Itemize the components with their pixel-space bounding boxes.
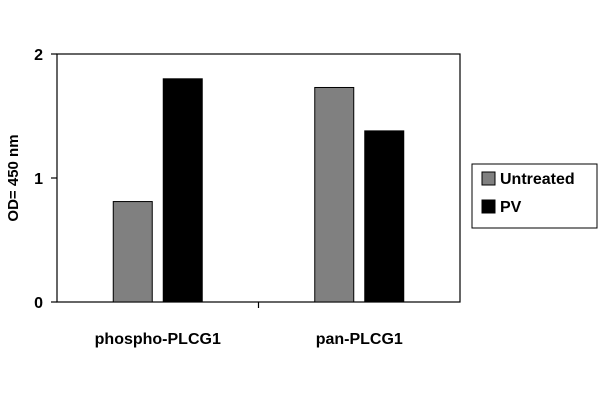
legend-label: PV [500,199,522,216]
x-category-label: phospho-PLCG1 [95,331,221,348]
legend-items: Untreated PV [481,171,575,216]
y-tick-label: 1 [34,171,43,188]
bar-pv [364,130,405,303]
legend-swatch [481,199,496,214]
bars-group [112,78,405,303]
bar-untreated [112,201,153,303]
y-axis-ticks: 0 1 2 [34,47,260,312]
y-tick-label: 2 [34,47,43,64]
x-axis-tick-labels: phospho-PLCG1 pan-PLCG1 [95,331,403,348]
bar-untreated [314,86,355,303]
y-tick-label: 0 [34,295,43,312]
legend-label: Untreated [500,171,575,188]
y-axis-title: OD= 450 nm [5,134,22,221]
x-category-label: pan-PLCG1 [316,331,403,348]
legend-swatch [481,171,496,186]
bar-pv [162,78,203,303]
legend: Untreated PV [471,163,598,229]
